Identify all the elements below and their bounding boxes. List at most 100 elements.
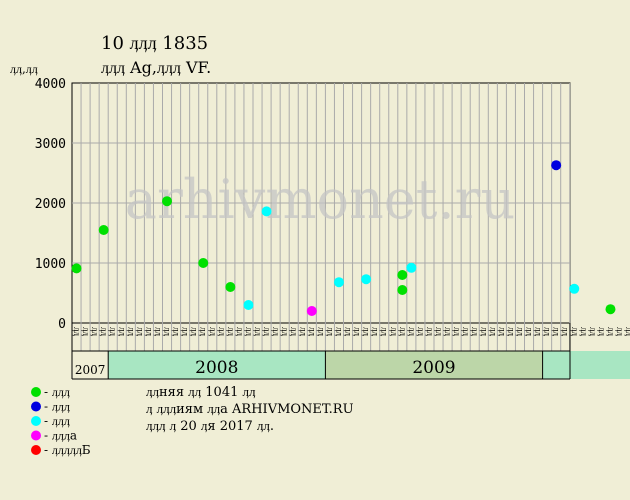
month-tick-label: ӆӆ: [288, 327, 298, 336]
month-tick-label: ӆӆ: [171, 327, 181, 336]
month-tick-label: ӆӆ: [361, 327, 371, 336]
legend-marker: [31, 430, 41, 441]
month-tick-label: ӆӆ: [134, 327, 144, 336]
month-tick-label: ӆӆ: [433, 327, 443, 336]
month-tick-label: ӆӆ: [297, 327, 307, 336]
data-point: [261, 206, 272, 217]
note-text: ӆӆняя ӆӆ 1041 ӆӆ: [146, 385, 256, 400]
month-tick-label: ӆӆ: [261, 327, 271, 336]
legend-label: - ӆӆӆ: [44, 414, 70, 428]
month-tick-label: ӆӆ: [198, 327, 208, 336]
month-tick-label: ӆӆ: [551, 327, 561, 336]
y-tick-label: 4000: [35, 77, 66, 92]
month-tick-label: ӆӆ: [116, 327, 126, 336]
month-tick-label: ӆӆ: [415, 327, 425, 336]
month-tick-label: ӆӆ: [216, 327, 226, 336]
month-tick-label: ӆӆ: [343, 327, 353, 336]
month-tick-label: ӆӆ: [505, 327, 515, 336]
month-tick-label: ӆӆ: [234, 327, 244, 336]
data-point: [71, 263, 82, 274]
month-tick-label: ӆӆ: [442, 327, 452, 336]
month-tick-label: ӆӆ: [125, 327, 135, 336]
month-tick-label: ӆӆ: [406, 327, 416, 336]
month-tick-label: ӆӆ: [143, 327, 153, 336]
y-tick-label: 0: [58, 317, 66, 332]
month-tick-label: ӆӆ: [478, 327, 488, 336]
data-point: [397, 270, 408, 280]
month-tick-label: ӆӆ: [352, 327, 362, 336]
month-tick-label: ӆӆ: [614, 327, 624, 336]
data-point: [198, 258, 209, 268]
legend-label: - ӆӆӆ: [44, 385, 70, 399]
month-tick-label: ӆӆ: [252, 327, 262, 336]
month-tick-label: ӆӆ: [623, 327, 630, 336]
month-tick-label: ӆӆ: [180, 327, 190, 336]
y-axis-label: ӆӆ,ӆӆ: [10, 62, 38, 76]
month-tick-label: ӆӆ: [162, 327, 172, 336]
data-point: [243, 300, 254, 310]
month-tick-label: ӆӆ: [107, 327, 117, 336]
month-tick-label: ӆӆ: [605, 327, 615, 336]
data-point: [569, 283, 580, 294]
legend-label: - ӆӆӆ: [44, 400, 70, 414]
month-tick-label: ӆӆ: [451, 327, 461, 336]
month-tick-label: ӆӆ: [460, 327, 470, 336]
month-tick-label: ӆӆ: [225, 327, 235, 336]
month-tick-label: ӆӆ: [542, 327, 552, 336]
year-label: 2009: [412, 358, 455, 378]
year-band-2009: [325, 351, 543, 379]
month-tick-label: ӆӆ: [80, 327, 90, 336]
month-tick-label: ӆӆ: [578, 327, 588, 336]
y-tick-label: 2000: [35, 197, 66, 212]
data-point: [406, 262, 417, 273]
data-point: [361, 274, 372, 285]
y-tick-label: 1000: [35, 257, 66, 272]
legend-marker: [31, 387, 41, 397]
legend-label: - ӆӆӆа: [44, 429, 77, 443]
month-tick-label: ӆӆ: [587, 327, 597, 336]
chart-subtitle: ӆӆӆ Ag,ӆӆӆ VF.: [101, 58, 211, 77]
data-point: [98, 225, 109, 235]
year-band-2008: [108, 351, 326, 379]
month-tick-label: ӆӆ: [514, 327, 524, 336]
legend-label: - ӆӆӆӆӆБ: [44, 443, 91, 457]
y-tick-label: 3000: [35, 137, 66, 152]
month-tick-label: ӆӆ: [496, 327, 506, 336]
month-tick-label: ӆӆ: [524, 327, 534, 336]
month-tick-label: ӆӆ: [560, 327, 570, 336]
legend-marker: [31, 401, 41, 412]
data-point: [162, 196, 173, 207]
year-band-2010: [542, 351, 630, 379]
month-tick-label: ӆӆ: [333, 327, 343, 336]
month-tick-label: ӆӆ: [207, 327, 217, 336]
year-label: 2007: [75, 363, 106, 377]
watermark: arhivmonet.ru: [125, 168, 515, 231]
month-tick-label: ӆӆ: [306, 327, 316, 336]
month-tick-label: ӆӆ: [324, 327, 334, 336]
chart-title: 10 ӆӆӆ 1835: [101, 33, 208, 54]
month-tick-label: ӆӆ: [533, 327, 543, 336]
note-text: ӆ ӆӆӆиям ӆӆа ARHIVMONET.RU: [146, 402, 354, 417]
month-tick-label: ӆӆ: [424, 327, 434, 336]
month-tick-label: ӆӆ: [152, 327, 162, 336]
month-tick-label: ӆӆ: [89, 327, 99, 336]
data-point: [333, 277, 344, 288]
month-tick-label: ӆӆ: [315, 327, 325, 336]
month-tick-label: ӆӆ: [370, 327, 380, 336]
year-label: 2008: [195, 358, 238, 378]
month-tick-label: ӆӆ: [279, 327, 289, 336]
month-tick-label: ӆӆ: [388, 327, 398, 336]
data-point: [605, 304, 616, 315]
data-point: [551, 160, 562, 171]
month-tick-label: ӆӆ: [487, 327, 497, 336]
data-point: [306, 306, 317, 316]
data-point: [397, 285, 408, 295]
note-text: ӆӆӆ ӆ 20 ӆя 2017 ӆӆ.: [146, 419, 274, 434]
month-tick-label: ӆӆ: [189, 327, 199, 336]
legend-marker: [31, 416, 41, 426]
month-tick-label: ӆӆ: [379, 327, 389, 336]
legend-marker: [31, 445, 41, 455]
month-tick-label: ӆӆ: [71, 327, 81, 336]
month-tick-label: ӆӆ: [243, 327, 253, 336]
